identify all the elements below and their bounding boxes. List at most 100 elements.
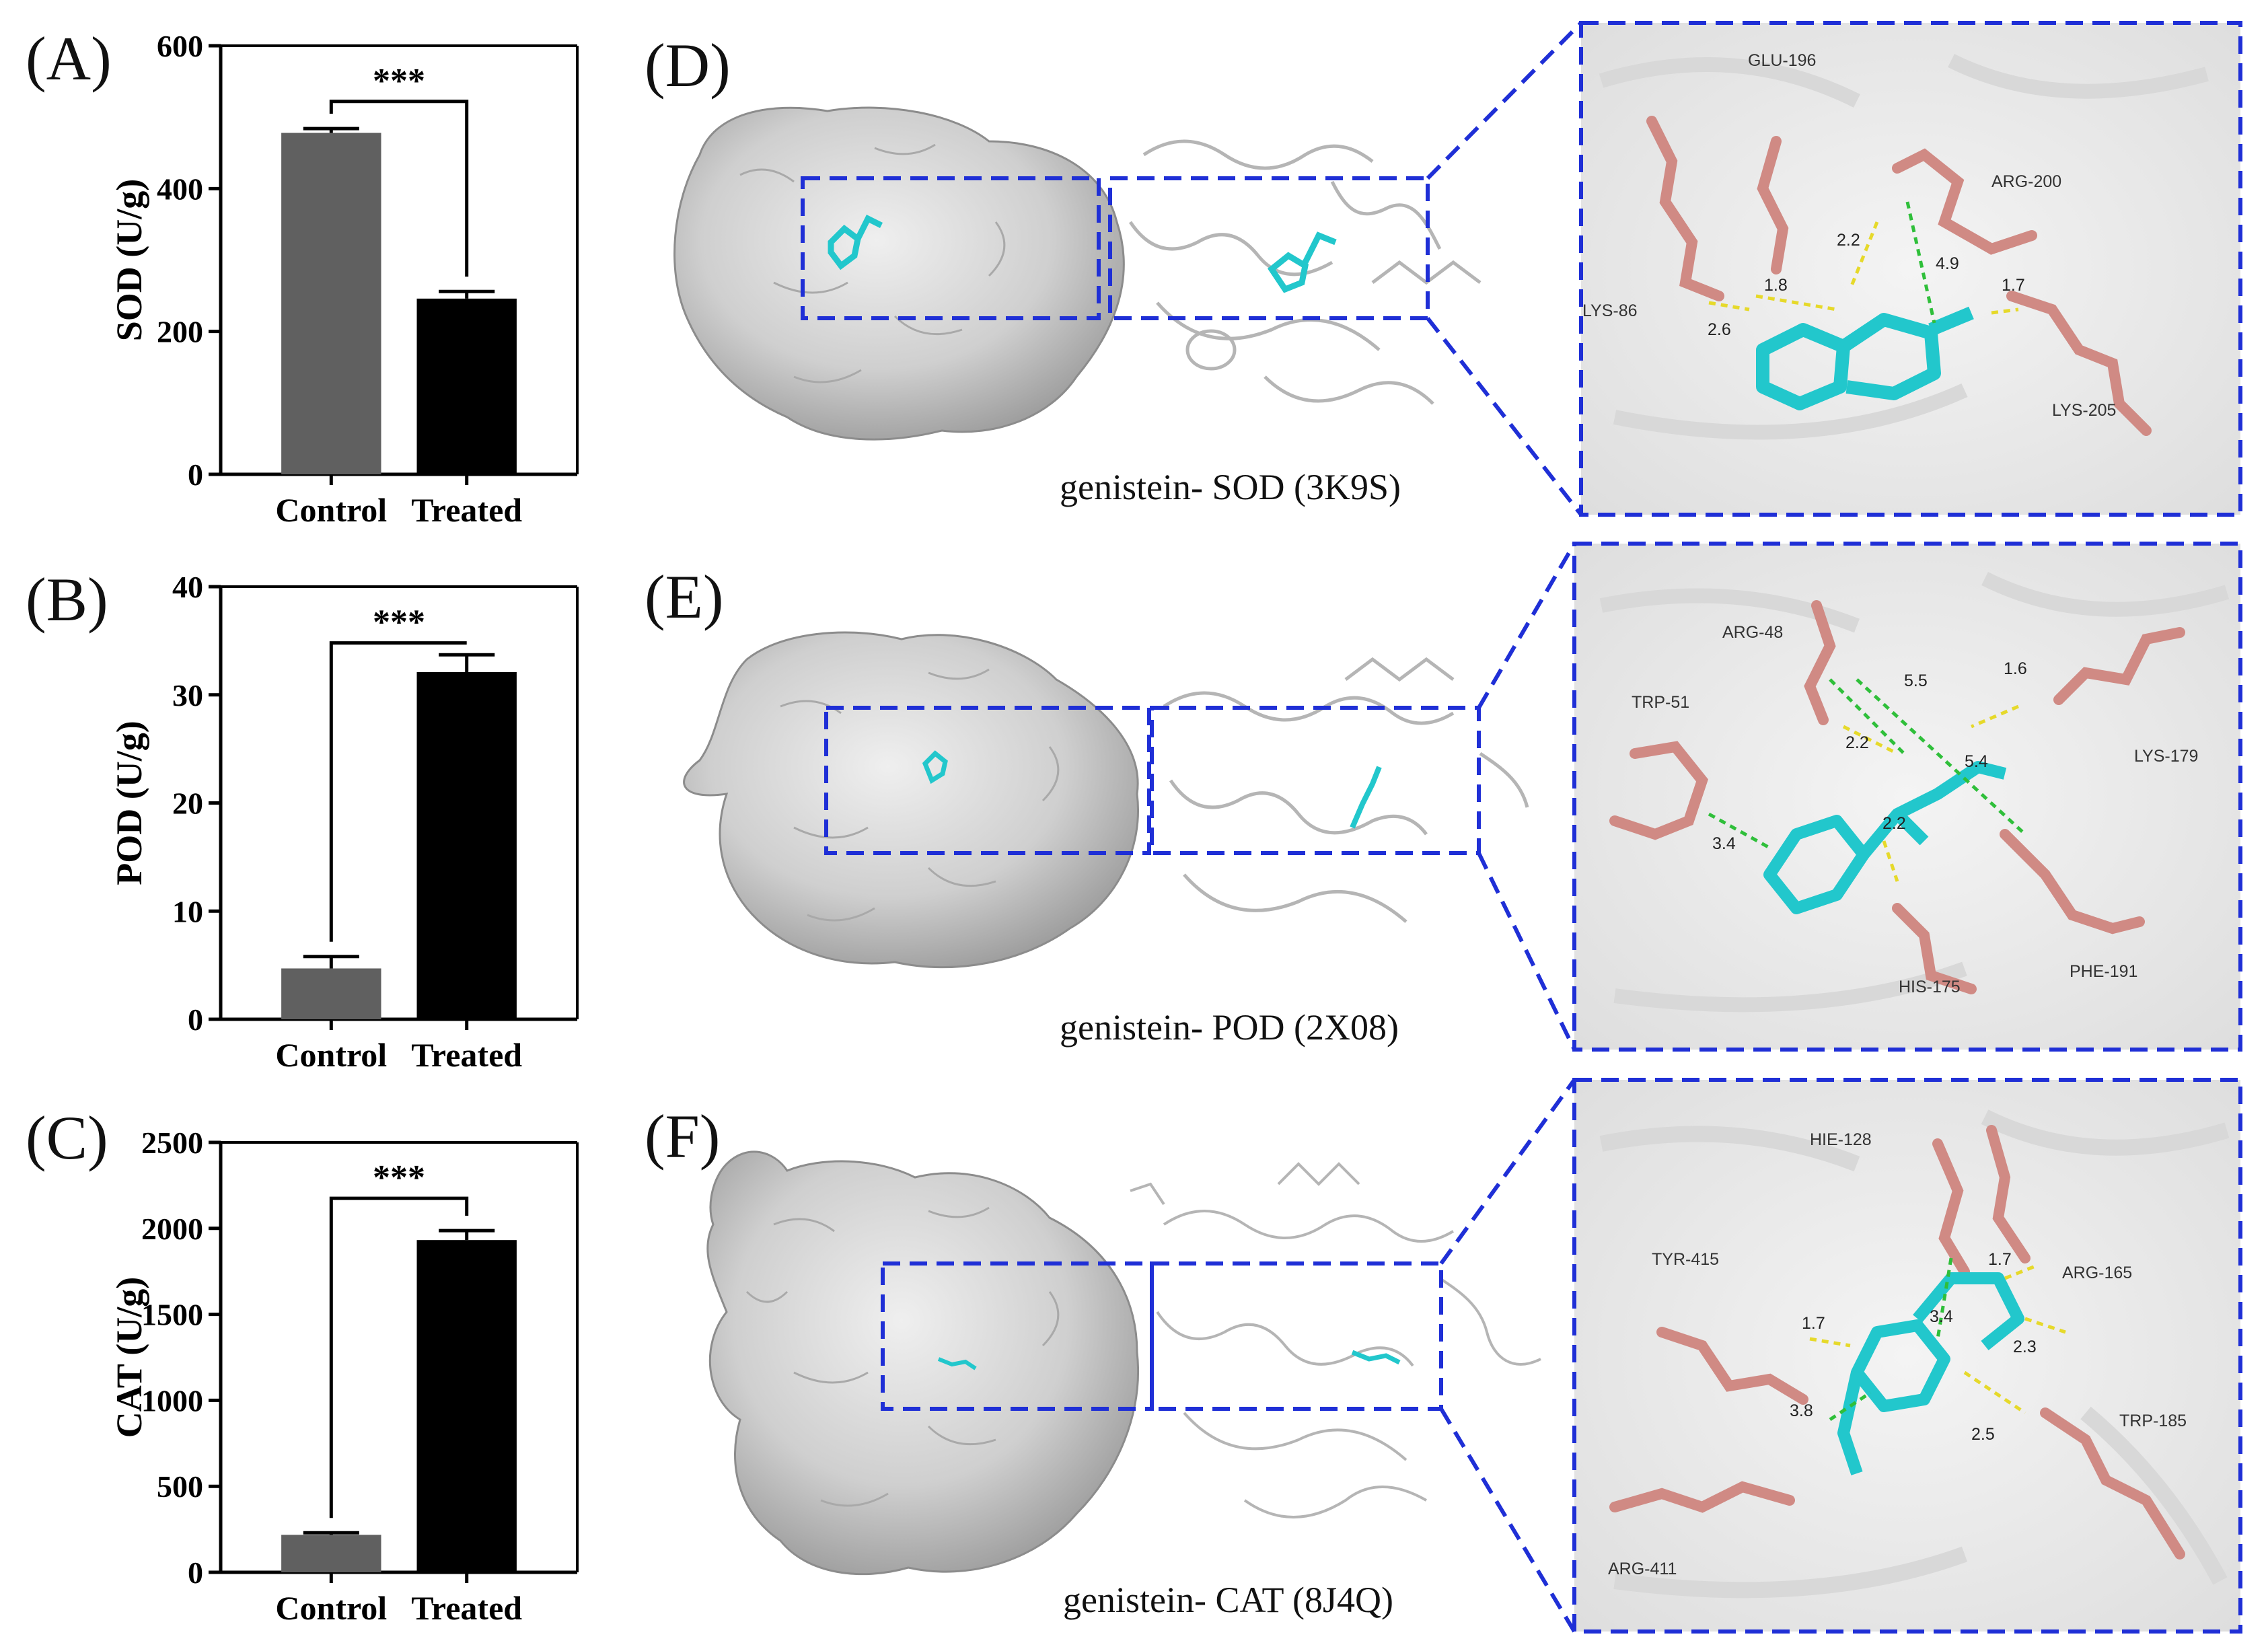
residue-label: ARG-48 bbox=[1722, 623, 1783, 642]
distance-label: 3.4 bbox=[1712, 834, 1736, 853]
distance-label: 2.2 bbox=[1837, 231, 1860, 250]
distance-label: 3.4 bbox=[1930, 1307, 1953, 1326]
distance-label: 1.7 bbox=[1802, 1314, 1825, 1333]
panel-label: (A) bbox=[26, 24, 112, 93]
y-tick-label: 10 bbox=[172, 894, 203, 928]
y-tick-label: 40 bbox=[172, 570, 203, 604]
significance-bracket bbox=[329, 100, 469, 277]
distance-label: 1.7 bbox=[2002, 276, 2025, 295]
dashed-box-d-ribbon bbox=[1108, 176, 1430, 320]
significance-label: *** bbox=[373, 62, 425, 100]
panel-f: (F) genistein- CAT (8J4Q) bbox=[645, 1078, 2242, 1634]
ligand-in-ribbon-d bbox=[1267, 231, 1337, 293]
bar-control bbox=[281, 1535, 381, 1572]
y-axis-title: POD (U/g) bbox=[109, 721, 149, 885]
residue-label: ARG-411 bbox=[1608, 1560, 1677, 1578]
residue-label: TRP-185 bbox=[2119, 1412, 2187, 1430]
protein-surface-sod bbox=[673, 106, 1125, 441]
dashed-box-e-ribbon bbox=[1150, 706, 1481, 855]
bar-chart-pod: (B) POD (U/g) 0 10 20 30 40 Control Treated *** bbox=[26, 565, 579, 1074]
interaction-view-d: GLU-196 ARG-200 LYS-86 LYS-205 2.2 1.8 4… bbox=[1582, 51, 2209, 440]
ribbon-structure-cat bbox=[1130, 1162, 1541, 1518]
caption-e: genistein- POD (2X08) bbox=[1060, 1007, 1399, 1048]
distance-label: 1.8 bbox=[1764, 276, 1788, 295]
y-axis-title: SOD (U/g) bbox=[109, 179, 149, 342]
residue-label: LYS-205 bbox=[2052, 401, 2116, 420]
zoom-box-d bbox=[1579, 21, 2242, 517]
x-tick-label: Treated bbox=[411, 1589, 522, 1627]
zoom-box-f bbox=[1572, 1078, 2242, 1634]
x-tick-label: Control bbox=[275, 1589, 387, 1627]
y-tick-label: 0 bbox=[188, 457, 203, 492]
bar-chart-cat: (C) CAT (U/g) 0 500 1000 1500 2000 2500 Control T… bbox=[26, 1103, 579, 1627]
interaction-view-f: HIE-128 TYR-415 ARG-165 TRP-185 ARG-411 … bbox=[1599, 1109, 2230, 1599]
distance-label: 1.7 bbox=[1988, 1250, 2012, 1269]
y-axis-title: CAT (U/g) bbox=[109, 1277, 149, 1438]
residue-label: GLU-196 bbox=[1748, 51, 1816, 70]
y-tick-label: 0 bbox=[188, 1002, 203, 1037]
panel-label-e: (E) bbox=[645, 562, 723, 631]
y-tick-label: 20 bbox=[172, 786, 203, 821]
residue-label: ARG-200 bbox=[1991, 172, 2061, 191]
residue-label: LYS-179 bbox=[2134, 747, 2198, 766]
significance-bracket bbox=[329, 1196, 469, 1518]
distance-label: 3.8 bbox=[1790, 1401, 1813, 1420]
dashed-box-f-surface bbox=[881, 1261, 1154, 1411]
bar-control bbox=[281, 133, 381, 475]
distance-label: 1.6 bbox=[2004, 659, 2027, 678]
significance-label: *** bbox=[373, 603, 425, 642]
panel-d: (D) genistein- SOD (3K9S) bbox=[645, 21, 2242, 517]
protein-surface-cat bbox=[706, 1150, 1140, 1576]
distance-label: 2.5 bbox=[1971, 1425, 1995, 1444]
x-tick-label: Control bbox=[275, 1036, 387, 1074]
x-tick-label: Treated bbox=[411, 491, 522, 529]
interaction-view-e: ARG-48 TRP-51 LYS-179 HIS-175 PHE-191 5.… bbox=[1599, 572, 2230, 1013]
ribbon-structure-pod bbox=[1163, 657, 1529, 923]
bar-treated bbox=[416, 298, 517, 474]
panel-label: (B) bbox=[26, 565, 108, 634]
y-tick-label: 600 bbox=[157, 29, 203, 63]
distance-label: 2.2 bbox=[1845, 733, 1869, 752]
bar-treated bbox=[416, 671, 517, 1019]
residue-label: TRP-51 bbox=[1632, 693, 1689, 712]
residue-label: ARG-165 bbox=[2062, 1263, 2132, 1282]
residue-label: TYR-415 bbox=[1652, 1250, 1719, 1269]
caption-f: genistein- CAT (8J4Q) bbox=[1063, 1580, 1393, 1620]
y-tick-label: 1500 bbox=[141, 1298, 203, 1332]
distance-label: 4.9 bbox=[1936, 254, 1959, 273]
y-tick-label: 2500 bbox=[141, 1126, 203, 1160]
y-tick-label: 0 bbox=[188, 1555, 203, 1590]
y-tick-label: 200 bbox=[157, 315, 203, 349]
residue-label: HIS-175 bbox=[1899, 978, 1961, 996]
ligand-in-ribbon-f bbox=[1351, 1350, 1401, 1365]
residue-label: PHE-191 bbox=[2070, 962, 2137, 981]
bar-treated bbox=[416, 1240, 517, 1572]
y-tick-label: 30 bbox=[172, 678, 203, 712]
panel-label-d: (D) bbox=[645, 31, 731, 100]
ligand-in-surface-d bbox=[828, 214, 883, 270]
distance-label: 5.4 bbox=[1965, 752, 1988, 771]
ligand-in-surface-f bbox=[937, 1357, 977, 1370]
panel-e: (E) genistein- POD (2X08) bbox=[645, 542, 2242, 1052]
y-tick-label: 2000 bbox=[141, 1212, 203, 1246]
significance-bracket bbox=[329, 641, 467, 942]
x-tick-label: Control bbox=[275, 491, 387, 529]
dashed-box-f-ribbon bbox=[1150, 1261, 1443, 1411]
y-tick-label: 400 bbox=[157, 172, 203, 206]
bar-chart-sod: (A) SOD (U/g) 0 200 400 600 Control Treated *** bbox=[26, 24, 579, 529]
residue-label: LYS-86 bbox=[1582, 301, 1638, 320]
distance-label: 2.6 bbox=[1708, 320, 1731, 339]
panel-label: (C) bbox=[26, 1103, 108, 1172]
caption-d: genistein- SOD (3K9S) bbox=[1060, 467, 1401, 507]
x-tick-label: Treated bbox=[411, 1036, 522, 1074]
distance-label: 5.5 bbox=[1904, 671, 1928, 690]
y-tick-label: 1000 bbox=[141, 1383, 203, 1418]
ligand-in-ribbon-e bbox=[1350, 766, 1382, 829]
y-tick-label: 500 bbox=[157, 1469, 203, 1504]
protein-surface-pod bbox=[683, 631, 1139, 969]
residue-label: HIE-128 bbox=[1810, 1130, 1872, 1149]
dashed-box-d-surface bbox=[801, 176, 1101, 320]
ribbon-structure-sod bbox=[1128, 139, 1481, 405]
